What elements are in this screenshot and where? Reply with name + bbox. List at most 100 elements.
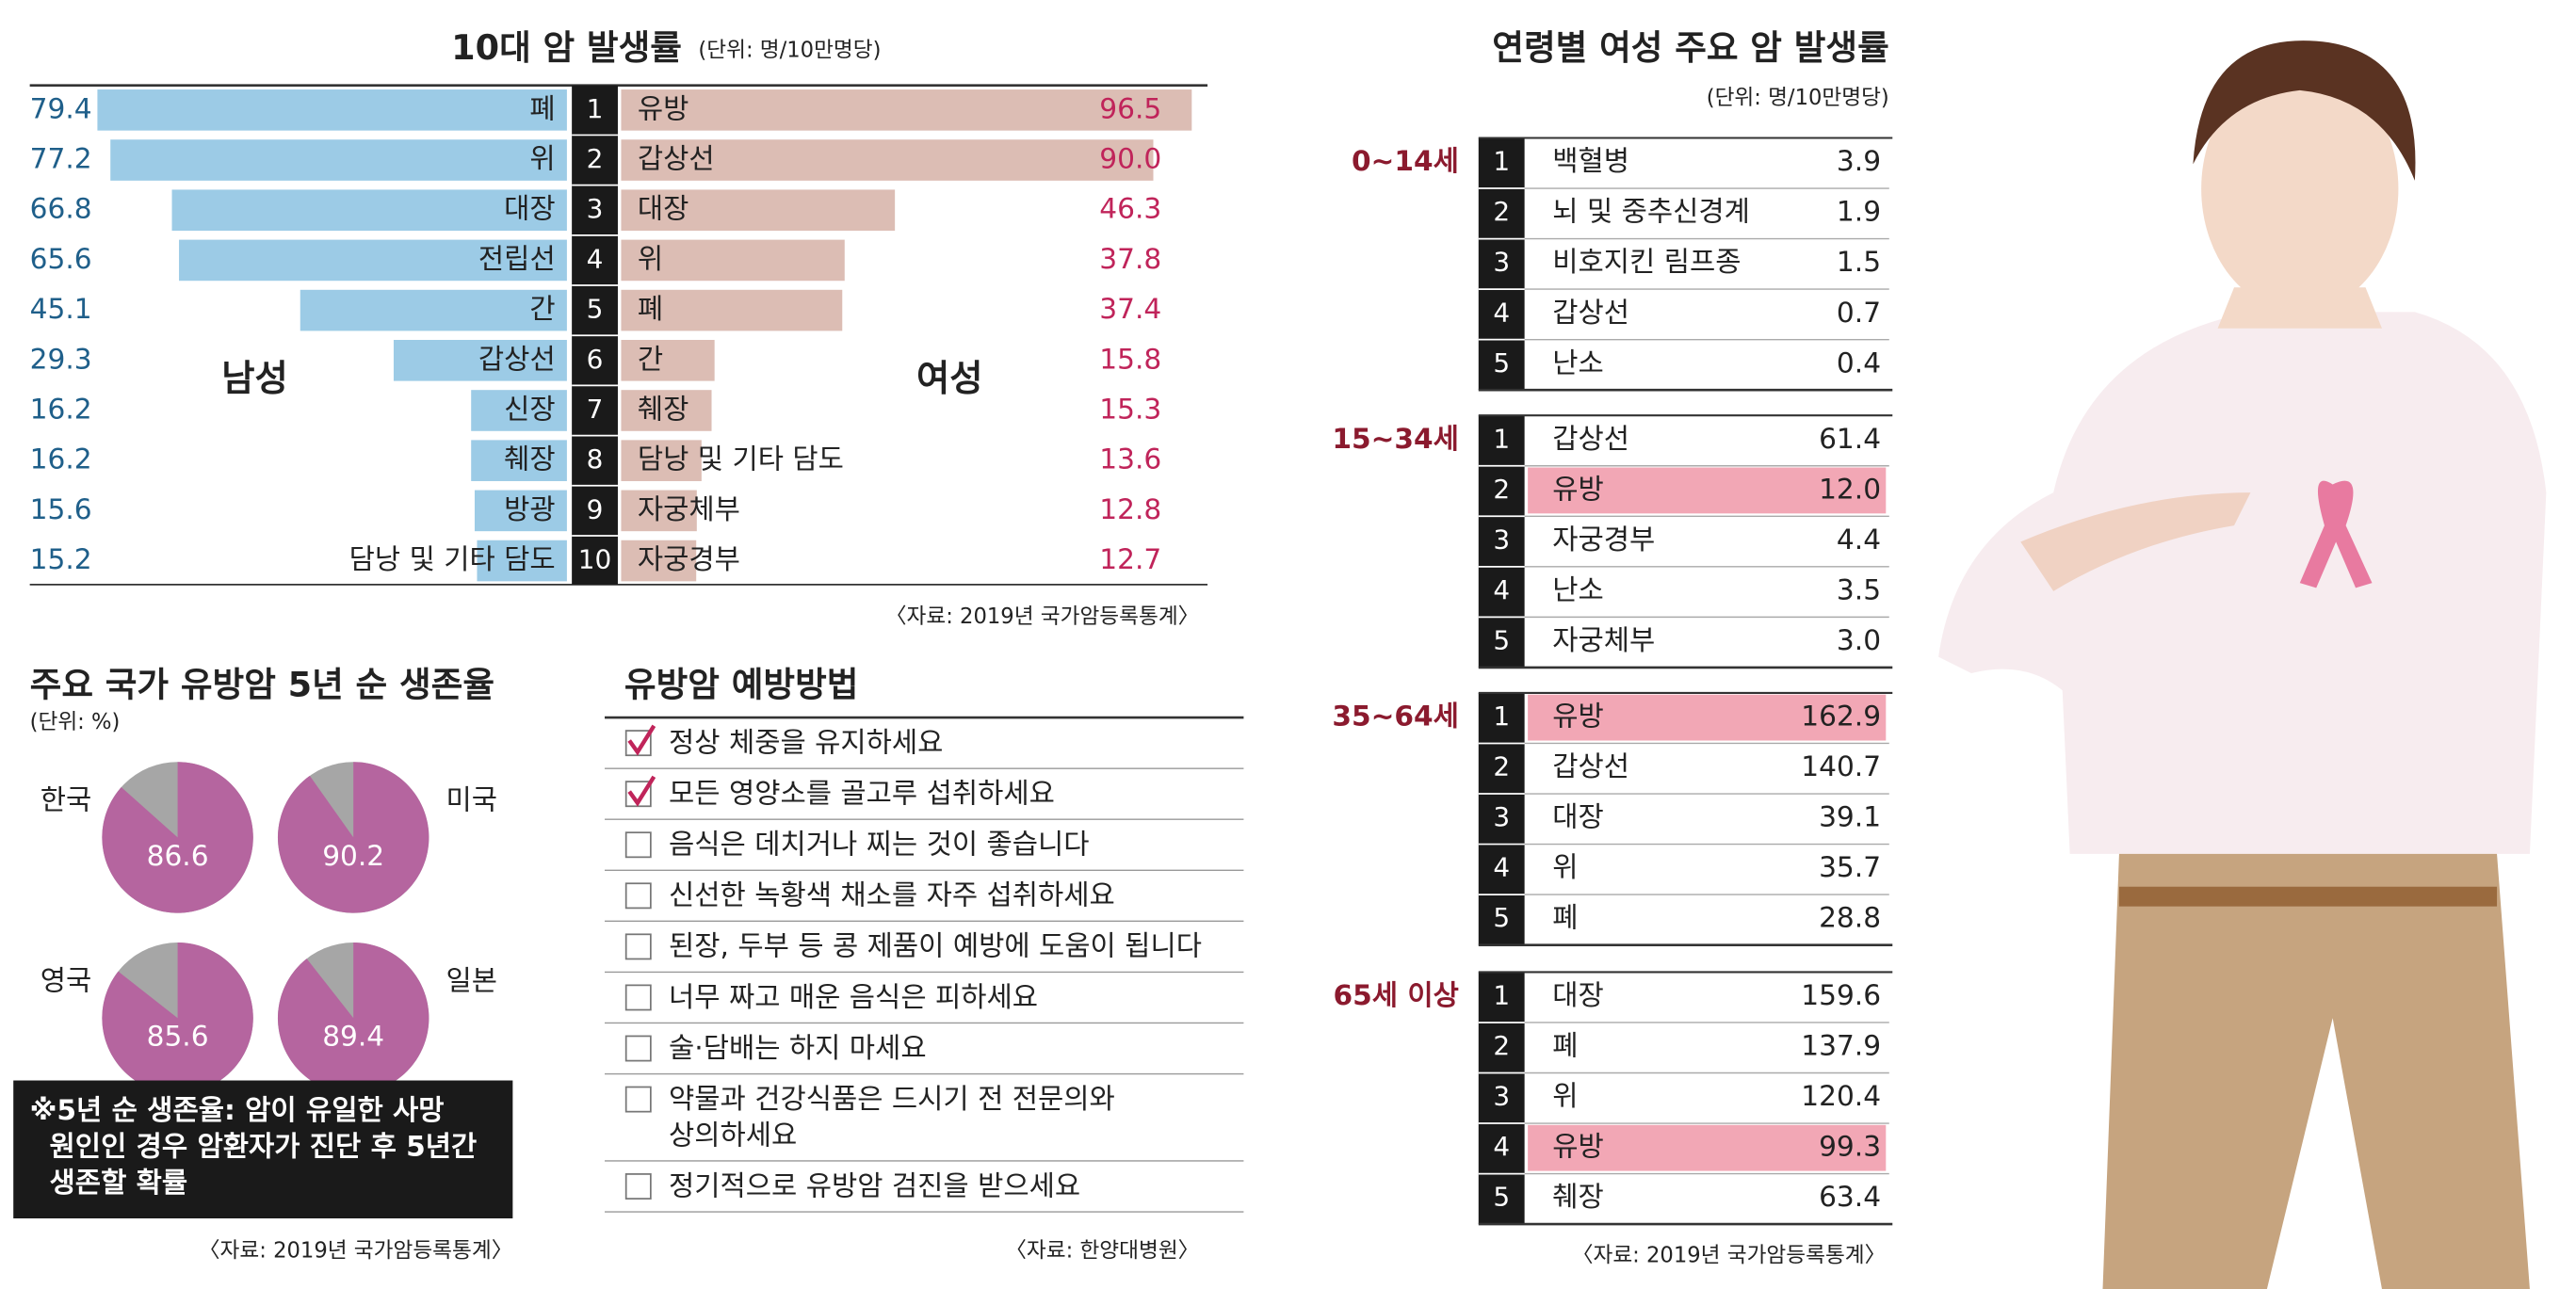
rank: 1 xyxy=(1493,423,1510,454)
bar xyxy=(471,440,567,481)
bar xyxy=(621,239,845,282)
category-label: 폐 xyxy=(638,292,663,325)
category-label: 담낭 및 기타 담도 xyxy=(349,542,556,575)
bar xyxy=(474,490,567,532)
list-item: 너무 짜고 매운 음식은 피하세요 xyxy=(669,980,1038,1013)
value-label: 12.7 xyxy=(1099,542,1161,575)
rank: 3 xyxy=(1493,524,1510,555)
highlight xyxy=(1528,1124,1887,1171)
value-label: 13.6 xyxy=(1099,443,1161,475)
rank: 5 xyxy=(1493,902,1510,933)
cancer-name: 폐 xyxy=(1552,901,1578,934)
bar xyxy=(621,540,697,582)
cancer-name: 위 xyxy=(1552,850,1578,883)
cell-value: 0.4 xyxy=(1837,346,1881,379)
check-mark xyxy=(627,775,656,807)
checkbox xyxy=(624,1035,652,1062)
category-label: 자궁체부 xyxy=(638,492,740,525)
neck xyxy=(2217,287,2382,329)
highlight xyxy=(1528,467,1887,514)
bar xyxy=(110,139,567,181)
ribbon xyxy=(2299,480,2373,588)
rank: 2 xyxy=(1493,196,1510,227)
rank: 4 xyxy=(1493,574,1510,605)
list-item: 술·담배는 하지 마세요 xyxy=(669,1031,927,1064)
value-label: 96.5 xyxy=(1099,91,1161,124)
pie-value: 89.4 xyxy=(322,1020,384,1053)
value-label: 46.3 xyxy=(1099,192,1161,225)
category-label: 유방 xyxy=(638,91,689,124)
category-label: 췌장 xyxy=(638,392,689,425)
category-label: 담낭 및 기타 담도 xyxy=(638,443,844,475)
cancer-name: 난소 xyxy=(1552,572,1604,605)
value-label: 37.8 xyxy=(1099,242,1161,275)
cell-value: 1.9 xyxy=(1837,195,1881,228)
rank: 5 xyxy=(1493,1182,1510,1213)
note-line: ※5년 순 생존율: 암이 유일한 사망 xyxy=(30,1093,445,1126)
cancer-name: 갑상선 xyxy=(1552,296,1629,329)
chart-subtitle: (단위: %) xyxy=(30,710,121,734)
bar xyxy=(621,339,715,381)
hand xyxy=(2020,492,2251,591)
source: 〈자료: 2019년 국가암등록통계〉 xyxy=(885,604,1199,629)
pie-slice xyxy=(277,943,429,1094)
value-label: 79.4 xyxy=(30,91,92,124)
bar xyxy=(471,390,567,431)
rank: 1 xyxy=(1493,701,1510,732)
bar xyxy=(97,89,567,131)
checkbox xyxy=(624,984,652,1011)
cell-value: 3.9 xyxy=(1837,144,1881,177)
value-label: 15.2 xyxy=(30,542,92,575)
face xyxy=(2201,65,2399,313)
bar xyxy=(300,289,567,331)
rank: 5 xyxy=(1493,347,1510,379)
rank: 7 xyxy=(587,394,604,425)
value-label: 15.3 xyxy=(1099,392,1161,425)
value-label: 45.1 xyxy=(30,292,92,325)
pie-value: 90.2 xyxy=(322,839,384,872)
rank-column xyxy=(1478,137,1525,391)
group-label: 35~64세 xyxy=(1332,700,1459,733)
cancer-name: 갑상선 xyxy=(1552,422,1629,455)
pie-slice xyxy=(102,762,253,913)
cell-value: 12.0 xyxy=(1819,472,1881,505)
pie-value: 86.6 xyxy=(147,839,209,872)
value-label: 15.6 xyxy=(30,492,92,525)
value-label: 90.0 xyxy=(1099,142,1161,175)
bar xyxy=(393,339,567,381)
pie-slice xyxy=(102,943,253,1094)
value-label: 16.2 xyxy=(30,443,92,475)
chart-title: 10대 암 발생률 xyxy=(451,27,682,68)
rank: 4 xyxy=(587,243,604,274)
cell-value: 35.7 xyxy=(1819,850,1881,883)
note-box xyxy=(13,1080,513,1219)
cancer-name: 폐 xyxy=(1552,1029,1578,1062)
category-label: 위 xyxy=(638,242,663,275)
rank: 5 xyxy=(1493,625,1510,656)
list-item: 음식은 데치거나 찌는 것이 좋습니다 xyxy=(669,828,1090,861)
rank: 5 xyxy=(587,294,604,325)
cancer-name: 백혈병 xyxy=(1552,144,1629,177)
rank: 9 xyxy=(587,493,604,524)
pie-label: 일본 xyxy=(446,963,497,996)
pie-value: 85.6 xyxy=(147,1020,209,1053)
rank: 2 xyxy=(1493,474,1510,505)
category-label: 간 xyxy=(638,342,663,375)
cancer-name: 갑상선 xyxy=(1552,749,1629,782)
cell-value: 39.1 xyxy=(1819,800,1881,833)
cancer-name: 비호지킨 림프종 xyxy=(1552,245,1741,278)
cancer-name: 유방 xyxy=(1552,700,1604,733)
source: 〈자료: 2019년 국가암등록통계〉 xyxy=(1572,1244,1886,1268)
shirt xyxy=(2053,312,2547,854)
list-item: 약물과 건강식품은 드시기 전 전문의와 xyxy=(669,1082,1115,1115)
category-label: 방광 xyxy=(504,492,556,525)
pants xyxy=(2102,853,2530,1289)
series-name: 남성 xyxy=(221,358,288,400)
value-label: 16.2 xyxy=(30,392,92,425)
cell-value: 1.5 xyxy=(1837,245,1881,278)
bar xyxy=(179,239,567,282)
bar xyxy=(171,189,567,232)
category-label: 폐 xyxy=(529,91,555,124)
cancer-name: 대장 xyxy=(1552,800,1604,833)
check-mark xyxy=(627,724,656,756)
